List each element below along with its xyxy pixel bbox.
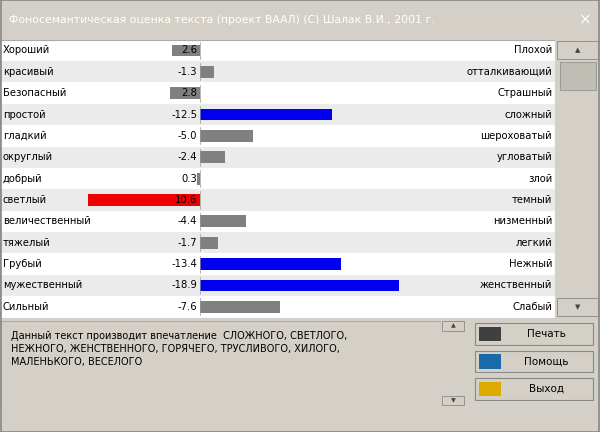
Text: шероховатый: шероховатый (481, 131, 552, 141)
Bar (0, 211, 555, 232)
Text: -7.6: -7.6 (178, 302, 197, 312)
Text: -5.0: -5.0 (178, 131, 197, 141)
Text: Грубый: Грубый (3, 259, 41, 269)
Bar (170, 87, 200, 99)
Bar (200, 258, 341, 270)
Text: величественный: величественный (3, 216, 91, 226)
Text: Помощь: Помощь (524, 356, 569, 366)
Text: Плохой: Плохой (514, 45, 552, 55)
Text: ▼: ▼ (575, 304, 580, 310)
Text: Выход: Выход (529, 384, 564, 394)
Bar (479, 327, 501, 341)
Text: сложный: сложный (505, 110, 552, 120)
Text: -13.4: -13.4 (171, 259, 197, 269)
Text: мужественный: мужественный (3, 280, 82, 290)
Bar (0, 104, 555, 125)
Text: -12.5: -12.5 (171, 110, 197, 120)
Bar (479, 381, 501, 396)
Text: Страшный: Страшный (497, 88, 552, 98)
Bar (560, 62, 595, 90)
Text: низменный: низменный (493, 216, 552, 226)
Bar (0, 275, 555, 296)
Text: ▲: ▲ (451, 324, 455, 329)
Bar (200, 109, 332, 121)
Text: -18.9: -18.9 (171, 280, 197, 290)
Bar (442, 396, 464, 405)
Bar (200, 280, 399, 291)
Text: красивый: красивый (3, 67, 53, 77)
Bar (88, 194, 200, 206)
Text: ▲: ▲ (575, 47, 580, 53)
Bar (0, 40, 555, 61)
Bar (442, 321, 464, 331)
Text: Данный текст производит впечатление  СЛОЖНОГО, СВЕТЛОГО,
НЕЖНОГО, ЖЕНСТВЕННОГО, : Данный текст производит впечатление СЛОЖ… (11, 331, 347, 367)
Bar (0, 61, 555, 83)
Text: ×: × (578, 13, 592, 27)
Text: гладкий: гладкий (3, 131, 46, 141)
Text: 2.6: 2.6 (181, 45, 197, 55)
Text: 2.8: 2.8 (181, 88, 197, 98)
Bar (200, 66, 214, 78)
Bar (0, 232, 555, 254)
Bar (479, 354, 501, 368)
Text: -2.4: -2.4 (178, 152, 197, 162)
Bar (0, 146, 555, 168)
Bar (0, 296, 555, 318)
Bar (197, 173, 200, 184)
Text: Хороший: Хороший (3, 45, 50, 55)
Text: простой: простой (3, 110, 46, 120)
Bar (0, 83, 555, 104)
FancyBboxPatch shape (475, 323, 593, 345)
Text: -1.3: -1.3 (178, 67, 197, 77)
Text: злой: злой (528, 174, 552, 184)
Bar (0, 189, 555, 211)
Bar (200, 237, 218, 248)
Bar (0, 254, 555, 275)
Bar (557, 298, 598, 316)
Text: Слабый: Слабый (512, 302, 552, 312)
Text: -1.7: -1.7 (178, 238, 197, 248)
Text: Нежный: Нежный (509, 259, 552, 269)
Text: тяжелый: тяжелый (3, 238, 50, 248)
Text: легкий: легкий (515, 238, 552, 248)
Text: Безопасный: Безопасный (3, 88, 66, 98)
FancyBboxPatch shape (475, 378, 593, 400)
Text: женственный: женственный (480, 280, 552, 290)
Text: -4.4: -4.4 (178, 216, 197, 226)
Text: добрый: добрый (3, 174, 43, 184)
Text: 10.6: 10.6 (175, 195, 197, 205)
Text: Печать: Печать (527, 329, 566, 339)
Bar (200, 301, 280, 313)
Bar (200, 151, 225, 163)
Text: 0.3: 0.3 (181, 174, 197, 184)
Text: темный: темный (512, 195, 552, 205)
Text: Сильный: Сильный (3, 302, 49, 312)
Bar (0, 168, 555, 189)
Bar (0, 125, 555, 146)
Bar (172, 44, 200, 56)
Text: угловатый: угловатый (496, 152, 552, 162)
FancyBboxPatch shape (475, 350, 593, 372)
Bar (200, 216, 246, 227)
Text: округлый: округлый (3, 152, 53, 162)
Text: Фоносемантическая оценка текста (проект ВААЛ) (С) Шалак В.И., 2001 г.: Фоносемантическая оценка текста (проект … (9, 15, 434, 25)
Text: отталкивающий: отталкивающий (466, 67, 552, 77)
Bar (557, 41, 598, 59)
Text: светлый: светлый (3, 195, 47, 205)
Bar (200, 130, 253, 142)
Text: ▼: ▼ (451, 398, 455, 403)
